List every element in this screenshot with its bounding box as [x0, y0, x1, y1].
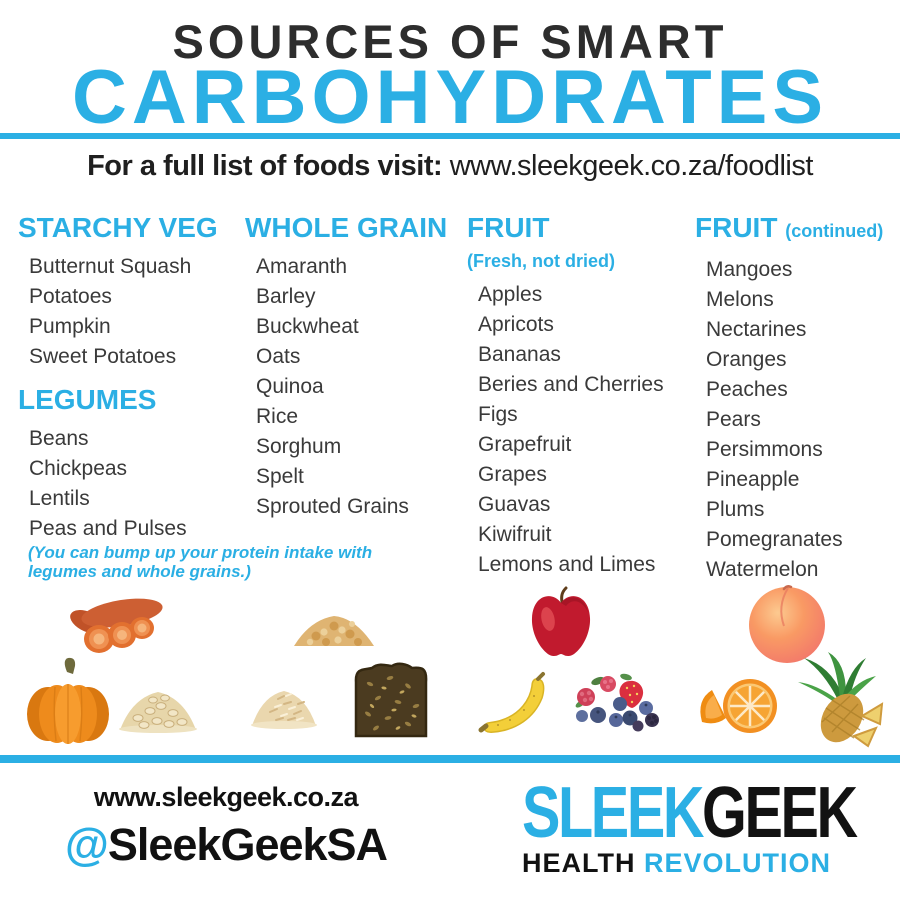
whole-grain-list: Amaranth Barley Buckwheat Oats Quinoa Rice Sor… [245, 252, 465, 522]
oat-flakes-image [116, 678, 200, 734]
list-item: Pumpkin [29, 315, 111, 338]
logo-word-sleek: SLEEK [522, 773, 704, 853]
column-whole-grain: WHOLE GRAIN Amaranth Barley Buckwheat Oats Q… [245, 212, 465, 522]
footer-website: www.sleekgeek.co.za [93, 782, 359, 812]
logo-word-geek: GEEK [702, 773, 858, 853]
footer-contact: www.sleekgeek.co.za @SleekGeekSA [0, 782, 452, 871]
list-item: Melons [706, 288, 774, 311]
list-item: Sprouted Grains [256, 495, 409, 518]
fruit-continued-title: FRUIT [695, 212, 778, 243]
list-item: Spelt [256, 465, 304, 488]
list-item: Lemons and Limes [478, 553, 656, 576]
column-fruit: FRUIT (Fresh, not dried) Apples Apricots B… [467, 212, 699, 580]
seeded-bread-image [346, 658, 436, 742]
legumes-header: LEGUMES [18, 384, 157, 415]
list-item: Rice [256, 405, 299, 428]
tagline-revolution: REVOLUTION [644, 848, 832, 878]
column-fruit-continued: FRUIT (continued) Mangoes Melons Nectarine… [695, 212, 897, 585]
fruit-subheader: (Fresh, not dried) [467, 251, 615, 271]
list-item: Guavas [478, 493, 551, 516]
list-item: Barley [256, 285, 316, 308]
list-item: Kiwifruit [478, 523, 552, 546]
logo-tagline: HEALTH REVOLUTION [522, 848, 882, 879]
page-title-line1: SOURCES OF SMART [172, 15, 728, 68]
logo-wordmark: SLEEKGEEK [522, 777, 858, 849]
orange-slices-image [694, 668, 782, 734]
whole-grain-header: WHOLE GRAIN [245, 212, 448, 243]
list-item: Butternut Squash [29, 255, 192, 278]
footer-handle: @SleekGeekSA [0, 819, 452, 871]
sleekgeek-logo: SLEEKGEEK HEALTH REVOLUTION [522, 777, 882, 879]
subtitle-url: www.sleekgeek.co.za/foodlist [449, 150, 814, 182]
top-divider [0, 133, 900, 139]
fruit-list: Apples Apricots Bananas Beries and Cherries… [467, 280, 699, 580]
list-item: Plums [706, 498, 765, 521]
list-item: Peaches [706, 378, 788, 401]
list-item: Amaranth [256, 255, 348, 278]
list-item: Beries and Cherries [478, 373, 664, 396]
list-item: Nectarines [706, 318, 807, 341]
pumpkin-image [24, 656, 112, 748]
list-item: Grapefruit [478, 433, 572, 456]
protein-note: (You can bump up your protein intake wit… [28, 543, 373, 581]
fruit-continued-suffix: (continued) [785, 221, 884, 241]
list-item: Grapes [478, 463, 547, 486]
fruit-header: FRUIT [467, 212, 550, 243]
list-item: Watermelon [706, 558, 819, 581]
starchy-veg-list: Butternut Squash Potatoes Pumpkin Sweet Pot… [18, 252, 244, 372]
fruit-continued-list: Mangoes Melons Nectarines Oranges Peaches Pea… [695, 255, 897, 585]
list-item: Bananas [478, 343, 561, 366]
list-item: Sorghum [256, 435, 342, 458]
handle-name: SleekGeekSA [107, 819, 388, 870]
legumes-list: Beans Chickpeas Lentils Peas and Pulses [18, 424, 244, 544]
list-item: Potatoes [29, 285, 112, 308]
fruit-continued-header: FRUIT (continued) [695, 212, 897, 247]
list-item: Sweet Potatoes [29, 345, 177, 368]
banana-image [476, 670, 552, 734]
sweet-potatoes-image [64, 592, 169, 658]
list-item: Oats [256, 345, 301, 368]
bottom-divider [0, 755, 900, 763]
list-item: Pomegranates [706, 528, 843, 551]
subtitle-label: For a full list of foods visit: [87, 150, 443, 182]
starchy-veg-header: STARCHY VEG [18, 212, 218, 243]
list-item: Buckwheat [256, 315, 359, 338]
pineapple-image [788, 646, 888, 750]
list-item: Lentils [29, 487, 90, 510]
list-item: Pears [706, 408, 761, 431]
list-item: Quinoa [256, 375, 324, 398]
list-item: Peas and Pulses [29, 517, 187, 540]
page-title-line2: CARBOHYDRATES [71, 55, 829, 140]
subtitle: For a full list of foods visit: www.slee… [0, 150, 900, 183]
list-item: Apples [478, 283, 543, 306]
granola-image [290, 608, 378, 650]
list-item: Oranges [706, 348, 787, 371]
at-symbol: @ [64, 819, 109, 870]
brown-rice-image [248, 674, 320, 730]
list-item: Apricots [478, 313, 554, 336]
list-item: Pineapple [706, 468, 800, 491]
peach-image [744, 580, 830, 666]
list-item: Persimmons [706, 438, 823, 461]
list-item: Chickpeas [29, 457, 128, 480]
red-apple-image [526, 586, 596, 660]
list-item: Beans [29, 427, 89, 450]
mixed-berries-image [568, 668, 660, 732]
column-starchy-veg: STARCHY VEG Butternut Squash Potatoes Pump… [18, 212, 244, 544]
list-item: Figs [478, 403, 518, 426]
list-item: Mangoes [706, 258, 793, 281]
tagline-health: HEALTH [522, 848, 636, 878]
